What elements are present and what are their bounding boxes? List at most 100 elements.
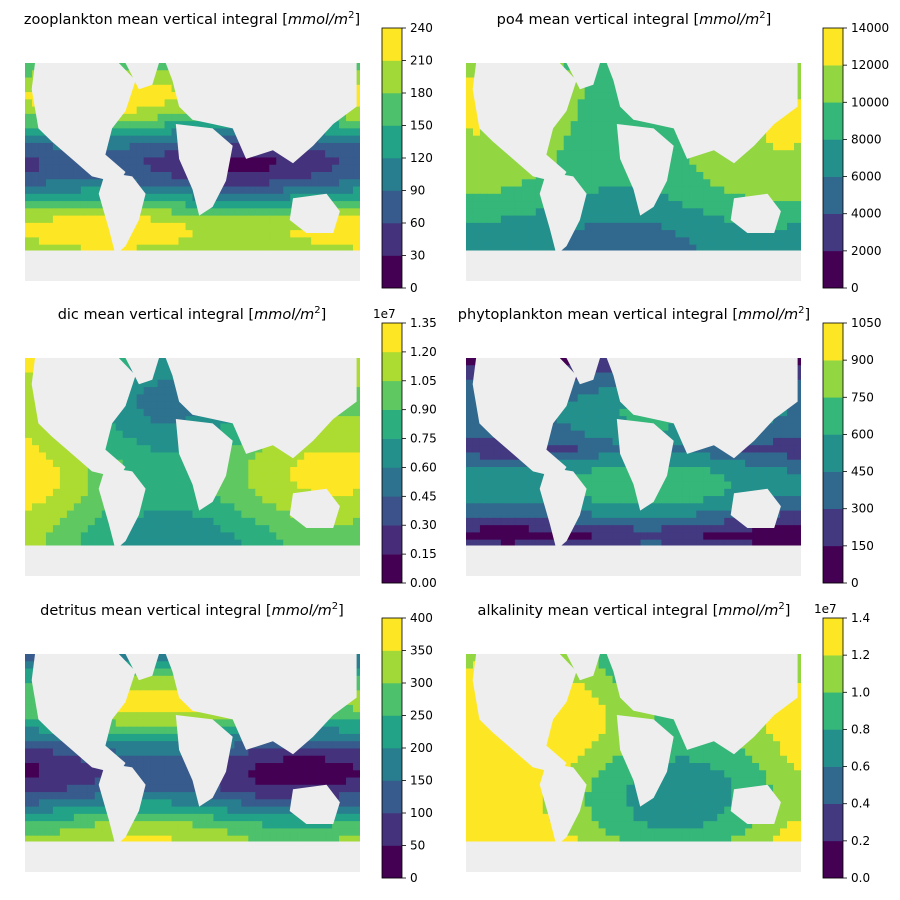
- land-mass: [25, 841, 360, 872]
- colorbar-band: [382, 93, 402, 126]
- colorbar-band: [823, 139, 843, 177]
- colorbar-tick-label: 1050: [851, 316, 882, 330]
- colorbar-tick-label: 0.45: [410, 489, 437, 503]
- colorbar-tick-label: 100: [410, 806, 433, 820]
- land-mass: [566, 358, 600, 385]
- colorbar-band: [382, 650, 402, 684]
- colorbar-band: [382, 748, 402, 781]
- colorbar-band: [382, 813, 402, 846]
- land-mass: [466, 841, 801, 872]
- colorbar-tick-label: 450: [851, 465, 874, 479]
- colorbar-tick-label: 150: [410, 774, 433, 788]
- land-mass: [175, 715, 233, 807]
- colorbar-tick-label: 6000: [851, 170, 882, 184]
- colorbar-tick-label: 0: [851, 281, 859, 295]
- land-mass: [125, 63, 159, 90]
- land-mass: [466, 250, 801, 281]
- colorbar-tick-label: 1.20: [410, 345, 437, 359]
- land-mass: [165, 63, 357, 164]
- colorbar-tick-label: 300: [851, 502, 874, 516]
- colorbar-band: [382, 496, 402, 526]
- land-mass: [289, 784, 340, 824]
- colorbar-band: [823, 102, 843, 140]
- colorbar-tick-label: 250: [410, 709, 433, 723]
- colorbar-band: [382, 438, 402, 468]
- colorbar-tick-label: 12000: [851, 58, 889, 72]
- colorbar-band: [823, 655, 843, 693]
- colorbar-band: [823, 471, 843, 510]
- colorbar-tick-label: 14000: [851, 21, 889, 35]
- colorbar-frame: [822, 322, 844, 584]
- colorbar-tick-label: 1.05: [410, 374, 437, 388]
- colorbar-tick-label: 90: [410, 184, 425, 198]
- colorbar-tick-label: 400: [410, 611, 433, 625]
- colorbar-band: [382, 467, 402, 497]
- colorbar-tick-label: 60: [410, 216, 425, 230]
- colorbar-band: [382, 845, 402, 879]
- colorbar-tick-label: 0.4: [851, 797, 870, 811]
- land-mass: [31, 63, 136, 183]
- colorbar-tick-label: 2000: [851, 244, 882, 258]
- land-mass: [25, 545, 360, 576]
- colorbar-band: [382, 351, 402, 382]
- colorbar-tick-label: 0.8: [851, 722, 870, 736]
- land-mass: [165, 358, 357, 459]
- land-mass: [165, 654, 357, 755]
- land-mass: [25, 250, 360, 281]
- colorbar-tick-label: 600: [851, 427, 874, 441]
- colorbar-band: [823, 28, 843, 66]
- colorbar-tick-label: 10000: [851, 95, 889, 109]
- land-mass: [125, 358, 159, 385]
- colorbar-tick-label: 0.15: [410, 547, 437, 561]
- colorbar-tick-label: 1.35: [410, 316, 437, 330]
- colorbar-tick-label: 0: [851, 576, 859, 590]
- colorbar-tick-label: 900: [851, 353, 874, 367]
- colorbar-tick-label: 4000: [851, 207, 882, 221]
- panel-title-zooplankton: zooplankton mean vertical integral [mmol…: [23, 10, 361, 28]
- colorbar-tick-label: 200: [410, 741, 433, 755]
- land-mass: [566, 654, 600, 681]
- colorbar-band: [382, 125, 402, 159]
- colorbar-band: [382, 255, 402, 289]
- land-mass: [175, 419, 233, 511]
- colorbar-band: [382, 60, 402, 94]
- colorbar-band: [823, 213, 843, 252]
- colorbar-tick-label: 0.90: [410, 403, 437, 417]
- land-mass: [730, 488, 781, 528]
- land-mass: [539, 467, 587, 550]
- colorbar-tick-label: 350: [410, 644, 433, 658]
- land-mass: [472, 358, 577, 478]
- panel-title-dic: dic mean vertical integral [mmol/m2]: [57, 305, 327, 323]
- land-mass: [606, 63, 798, 164]
- colorbar-band: [382, 780, 402, 814]
- colorbar-offset-label: 1e7: [814, 602, 837, 616]
- colorbar-band: [823, 434, 843, 472]
- colorbar-tick-label: 150: [851, 539, 874, 553]
- colorbar-band: [823, 766, 843, 805]
- colorbar-band: [382, 715, 402, 749]
- land-mass: [98, 467, 146, 550]
- colorbar-tick-label: 180: [410, 86, 433, 100]
- colorbar-band: [823, 840, 843, 879]
- colorbar-band: [823, 250, 843, 289]
- colorbar-tick-label: 0.0: [851, 871, 870, 885]
- colorbar-tick-label: 300: [410, 676, 433, 690]
- colorbar-band: [382, 618, 402, 651]
- colorbar-band: [382, 683, 402, 716]
- colorbar-band: [382, 28, 402, 61]
- colorbar-band: [823, 65, 843, 103]
- land-mass: [539, 763, 587, 846]
- colorbar-tick-label: 1.2: [851, 648, 870, 662]
- land-mass: [606, 654, 798, 755]
- colorbar-tick-label: 1.0: [851, 685, 870, 699]
- land-mass: [472, 63, 577, 183]
- land-mass: [606, 358, 798, 459]
- colorbar-band: [382, 380, 402, 410]
- colorbar-tick-label: 1.4: [851, 611, 870, 625]
- colorbar-band: [382, 323, 402, 353]
